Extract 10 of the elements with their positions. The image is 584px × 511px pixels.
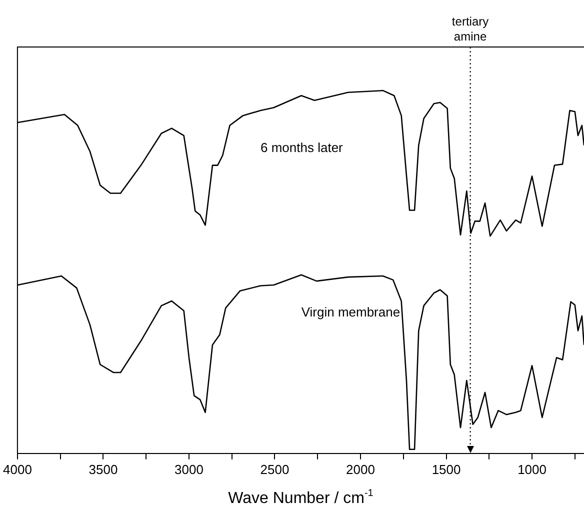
text: 6 months later [260,140,344,156]
ref-line-label: tertiary amine [452,14,489,44]
x-tick-label: 2000 [346,462,375,477]
x-tick-label: 1500 [432,462,461,477]
x-tick-label: 4000 [3,462,32,477]
series-label: Virgin membrane [301,304,400,320]
x-tick-label: 3500 [88,462,118,477]
x-tick-label: 1000 [518,462,546,477]
x-tick-label: 2500 [260,462,290,477]
x-tick-label: 3000 [174,462,204,477]
